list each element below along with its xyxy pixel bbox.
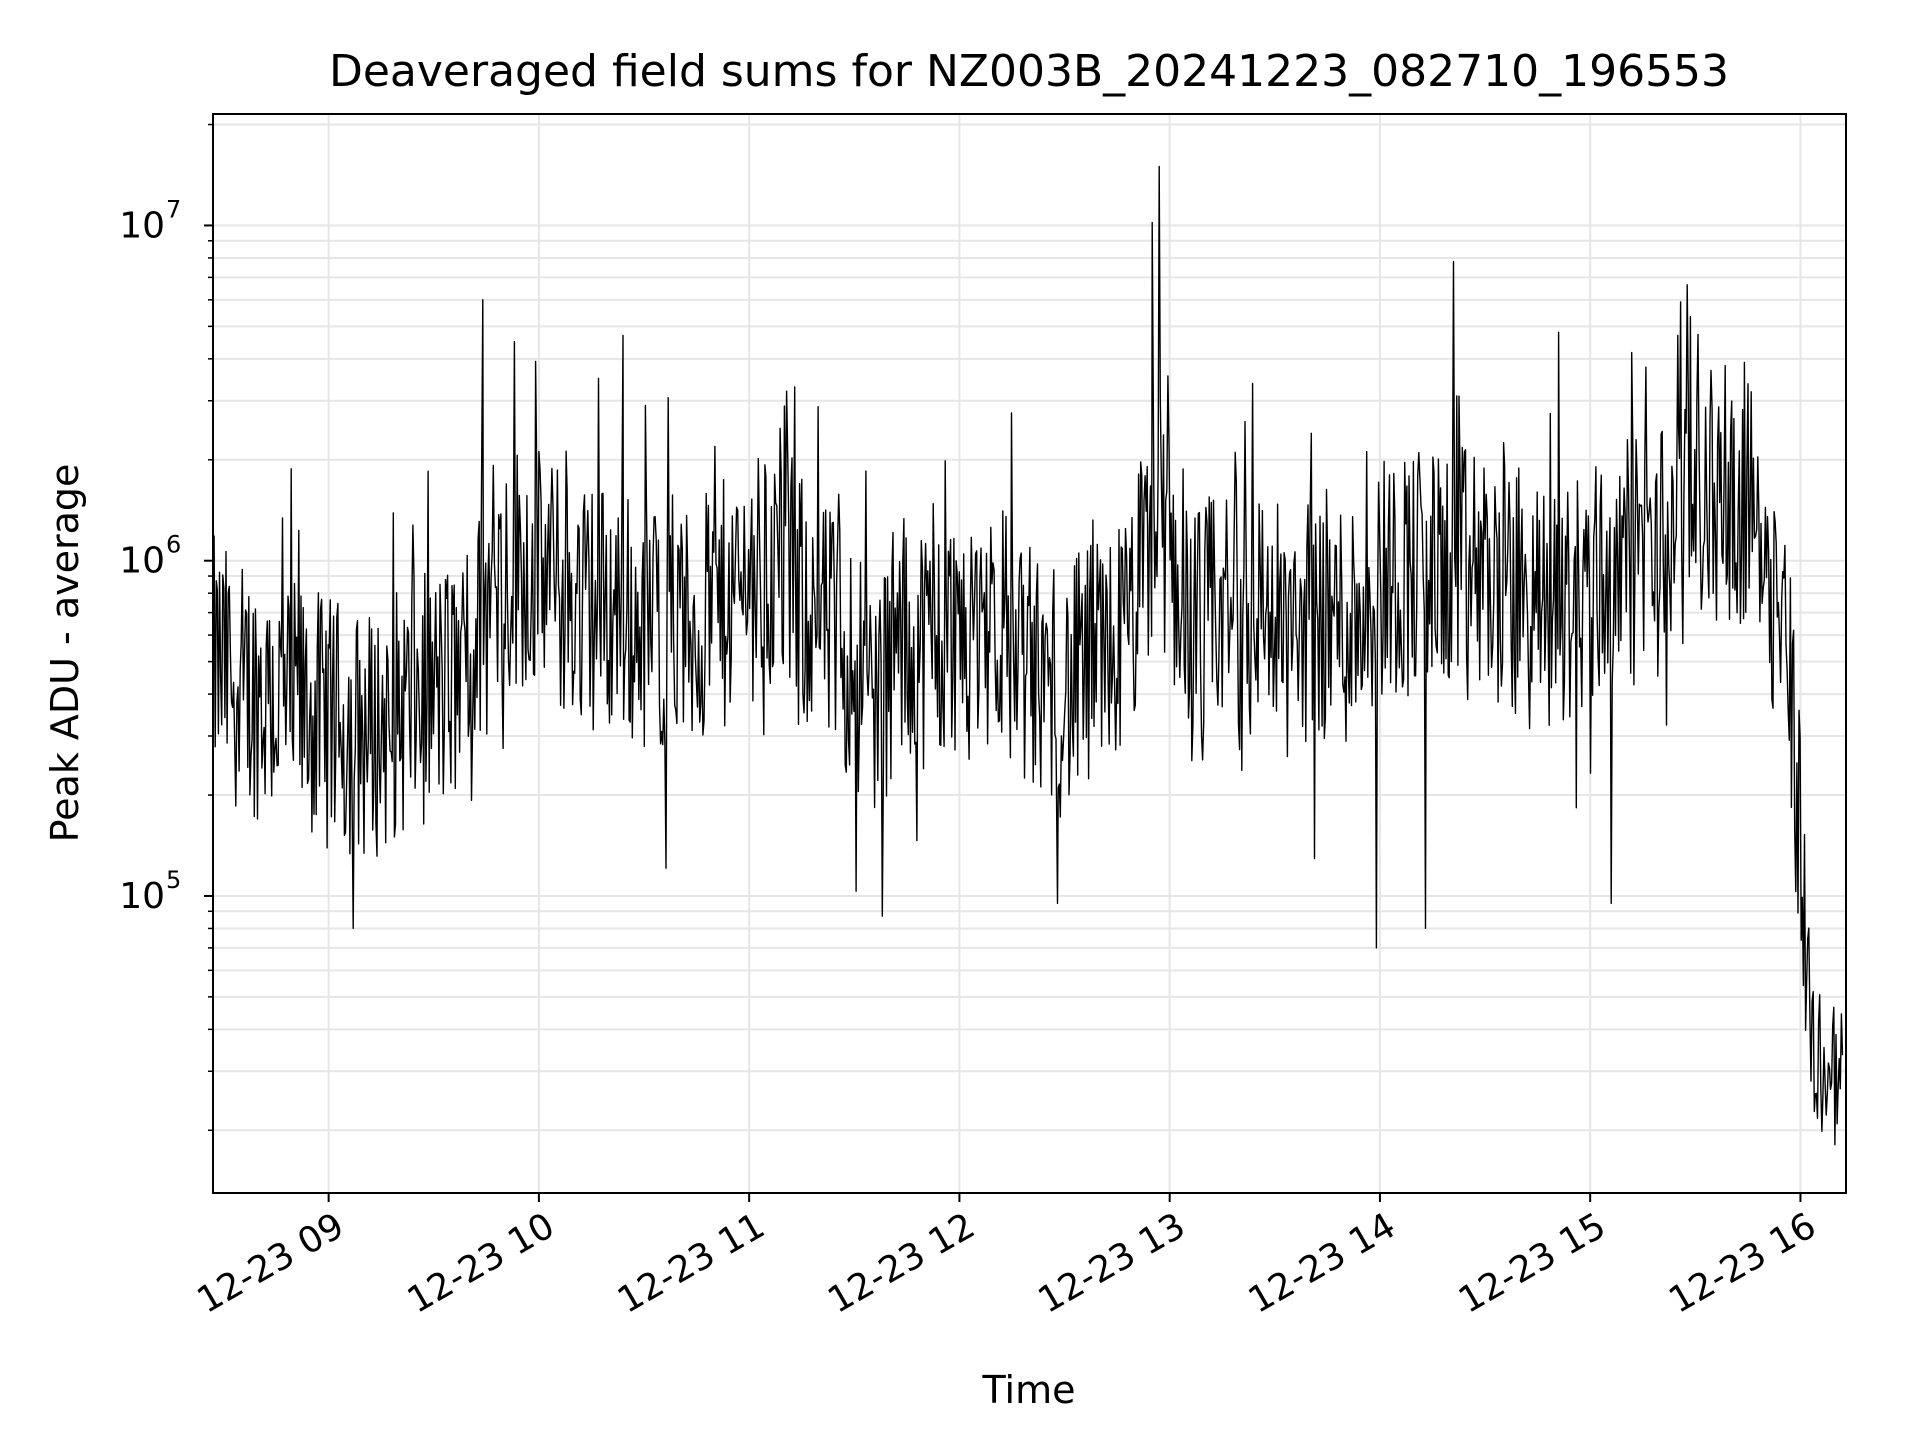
x-tick-label: 12-23 15: [1452, 1205, 1613, 1321]
y-tick-label: 10: [119, 541, 165, 582]
series-line: [212, 165, 1844, 1146]
x-axis-label: Time: [982, 1368, 1076, 1412]
y-axis-label: Peak ADU - average: [43, 464, 87, 843]
x-tick-label: 12-23 12: [821, 1205, 982, 1321]
x-tick-label: 12-23 09: [190, 1205, 351, 1321]
x-tick-label: 12-23 16: [1662, 1205, 1823, 1321]
plot-frame: [212, 113, 1847, 1194]
chart-title: Deaveraged field sums for NZ003B_2024122…: [329, 46, 1729, 97]
series-lines: [212, 165, 1844, 1146]
x-tick-label: 12-23 14: [1242, 1205, 1403, 1321]
y-tick-exponent: 6: [166, 531, 181, 559]
gridlines: [213, 114, 1846, 1193]
y-tick-exponent: 5: [166, 866, 181, 894]
x-axis-ticks: 12-23 09 12-23 10 12-23 11 12-23 12 12-23 13…: [190, 1193, 1823, 1322]
x-tick-label: 12-23 13: [1031, 1205, 1192, 1321]
x-tick-label: 12-23 11: [611, 1205, 772, 1321]
x-tick-label: 12-23 10: [401, 1205, 562, 1321]
plot-background: [213, 114, 1846, 1193]
y-tick-label: 10: [119, 876, 165, 917]
y-tick-exponent: 7: [166, 195, 181, 223]
y-tick-label: 10: [119, 205, 165, 246]
